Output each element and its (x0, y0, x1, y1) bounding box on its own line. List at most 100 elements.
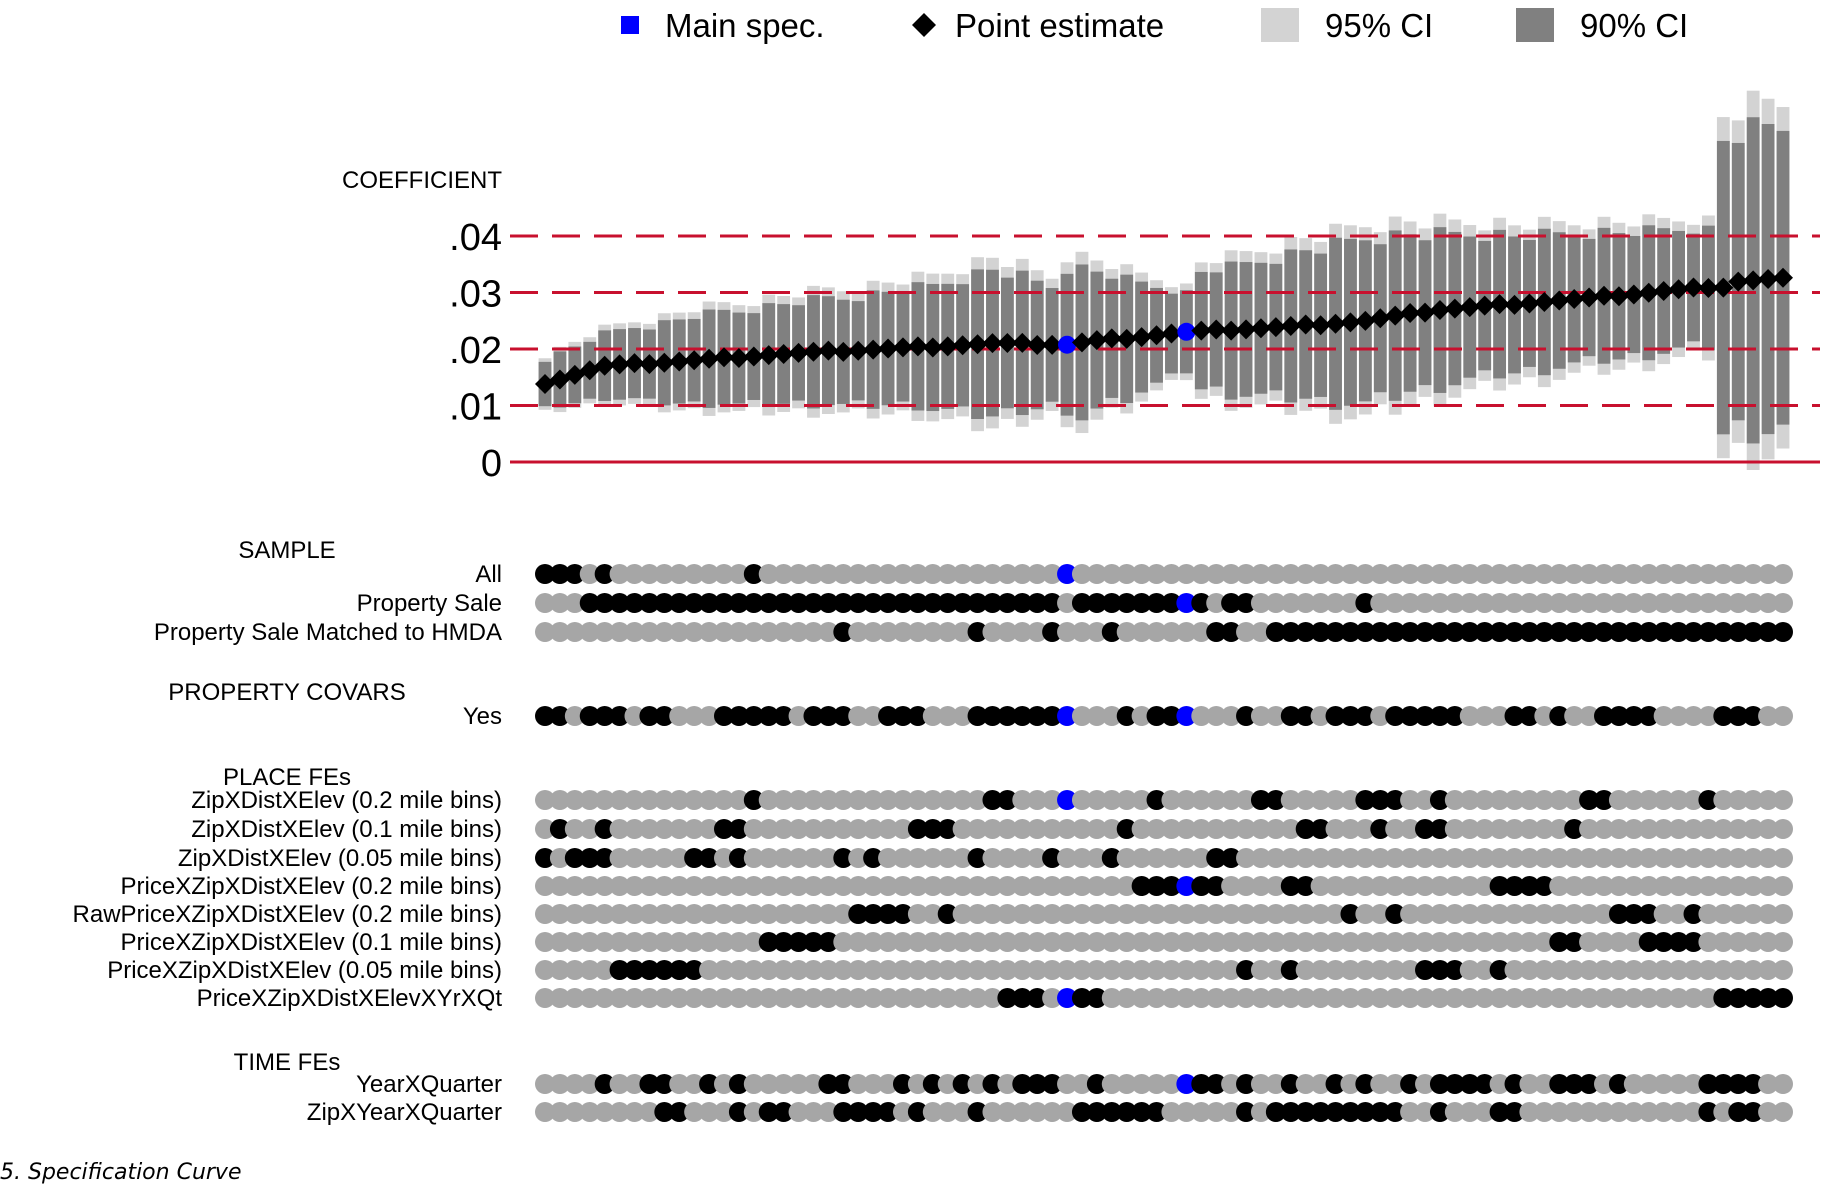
legend-label: Main spec. (665, 7, 825, 44)
indicator-dot-off (952, 848, 973, 868)
indicator-dot-on (1638, 622, 1659, 642)
indicator-dot-off (1325, 988, 1346, 1008)
indicator-dot-off (907, 564, 928, 584)
indicator-dot-off (1071, 622, 1092, 642)
indicator-dot-off (639, 1102, 660, 1122)
indicator-dot-on (758, 706, 779, 726)
indicator-dot-off (1773, 1074, 1793, 1094)
indicator-dot-on (1728, 1102, 1749, 1122)
indicator-dot-off (1161, 819, 1182, 839)
indicator-dot-off (1489, 593, 1510, 613)
indicator-dot-on (1564, 932, 1585, 952)
indicator-dot-off (1042, 819, 1063, 839)
indicator-dot-off (654, 932, 675, 952)
indicator-dot-off (1221, 819, 1242, 839)
indicator-dot-off (1653, 819, 1674, 839)
indicator-dot-on (639, 960, 660, 980)
indicator-dot-off (1698, 564, 1719, 584)
indicator-dot-off (863, 706, 884, 726)
point-estimate (564, 364, 585, 385)
indicator-dot-on (699, 848, 720, 868)
indicator-dot-on (967, 706, 988, 726)
indicator-dot-on (1713, 706, 1734, 726)
indicator-dot-on (803, 932, 824, 952)
indicator-dot-off (1176, 960, 1197, 980)
indicator-dot-off (1265, 960, 1286, 980)
legend-label: 95% CI (1325, 7, 1433, 44)
indicator-dot-on (1027, 593, 1048, 613)
indicator-dot-off (579, 564, 600, 584)
indicator-dot-off (1236, 904, 1257, 924)
point-estimate (1743, 270, 1764, 291)
indicator-dot-on (1623, 622, 1644, 642)
indicator-dot-off (699, 960, 720, 980)
indicator-dot-on (1564, 1074, 1585, 1094)
indicator-dot-on (1042, 706, 1063, 726)
indicator-dot-on (535, 848, 555, 868)
indicator-dot-off (728, 960, 749, 980)
indicator-dot-off (684, 988, 705, 1008)
indicator-dot-off (1191, 960, 1212, 980)
indicator-dot-off (863, 1074, 884, 1094)
indicator-dot-off (1280, 564, 1301, 584)
indicator-dot-off (1608, 593, 1629, 613)
indicator-dot-off (564, 593, 585, 613)
indicator-dot-on (728, 706, 749, 726)
indicator-dot-off (803, 564, 824, 584)
indicator-dot-off (609, 904, 630, 924)
ci90-bars (538, 117, 1790, 444)
indicator-dot-off (1057, 622, 1078, 642)
indicator-dot-off (892, 932, 913, 952)
indicator-dot-off (907, 622, 928, 642)
indicator-dot-off (1698, 593, 1719, 613)
indicator-dot-off (1743, 564, 1764, 584)
coefficient-panel: COEFFICIENT 0 .01 .02 .03 .04 (342, 90, 1820, 485)
indicator-dot-off (1474, 876, 1495, 896)
indicator-dot-off (1534, 988, 1555, 1008)
indicator-dot-off (1683, 960, 1704, 980)
indicator-dot-off (952, 564, 973, 584)
indicator-dot-off (937, 1102, 958, 1122)
indicator-dot-off (1608, 932, 1629, 952)
indicator-dot-off (833, 790, 854, 810)
indicator-dot-off (1728, 960, 1749, 980)
indicator-dot-off (624, 622, 645, 642)
indicator-dot-on (758, 1102, 779, 1122)
indicator-dot-off (1519, 819, 1540, 839)
indicator-dot-on (907, 819, 928, 839)
indicator-dot-off (1638, 819, 1659, 839)
indicator-dot-on (1161, 876, 1182, 896)
indicator-dot-off (1086, 790, 1107, 810)
indicator-dot-off (1191, 564, 1212, 584)
indicator-dot-off (1176, 848, 1197, 868)
indicator-dot-off (833, 819, 854, 839)
indicator-dot-on (1415, 960, 1436, 980)
indicator-dot-off (1743, 819, 1764, 839)
indicator-dot-off (1101, 932, 1122, 952)
indicator-dot-off (1340, 819, 1361, 839)
indicator-dot-off (892, 564, 913, 584)
indicator-dot-off (1698, 706, 1719, 726)
indicator-dot-off (1758, 790, 1779, 810)
indicator-dot-off (1295, 960, 1316, 980)
main-spec-dot (1176, 706, 1197, 726)
indicator-dot-off (1071, 706, 1092, 726)
indicator-dot-off (654, 848, 675, 868)
indicator-dot-off (1698, 904, 1719, 924)
indicator-dot-off (1534, 1074, 1555, 1094)
indicator-dot-off (967, 564, 988, 584)
indicator-dot-off (1250, 904, 1271, 924)
indicator-dot-on (1668, 622, 1689, 642)
indicator-dot-off (892, 1102, 913, 1122)
point-estimate (848, 340, 869, 361)
indicator-dot-on (1653, 622, 1674, 642)
indicator-dot-off (1728, 932, 1749, 952)
indicator-dot-off (1265, 564, 1286, 584)
point-estimate (1295, 314, 1316, 335)
indicator-dot-off (1146, 904, 1167, 924)
point-estimate (758, 345, 779, 366)
indicator-dot-off (967, 819, 988, 839)
indicator-dot-on (997, 988, 1018, 1008)
indicator-dot-on (1638, 904, 1659, 924)
indicator-dot-off (1623, 960, 1644, 980)
